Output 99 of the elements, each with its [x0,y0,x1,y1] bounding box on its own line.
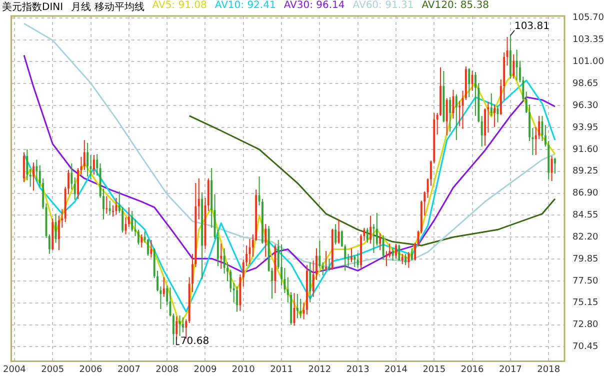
x-tick-label: 2014 [384,364,408,375]
candlestick [128,206,130,228]
annotation: 103.81 [514,21,550,32]
x-tick-label: 2015 [422,364,446,375]
candlestick [376,212,378,246]
x-tick-label: 2018 [537,364,560,375]
candlestick [516,49,518,81]
candlestick [325,250,327,272]
candlestick [334,224,337,246]
candlestick [322,262,324,276]
candlestick [512,54,515,80]
y-tick-label: 72.80 [572,320,599,330]
x-tick-label: 2017 [499,364,522,375]
candlestick [410,248,413,261]
candlestick [455,94,458,141]
candlestick [468,68,470,98]
y-tick-label: 77.50 [572,276,599,286]
candlestick [398,244,400,261]
candlestick [74,176,76,200]
candlestick [354,255,356,268]
x-tick-label: 2016 [460,364,484,375]
candlestick [140,234,143,248]
candlestick [480,115,483,148]
candlestick [32,162,34,191]
candlestick [162,276,165,298]
y-tick-label: 89.25 [572,166,598,177]
chart-title: 美元指数DINI [2,0,64,14]
candlestick [83,140,86,170]
candlestick [296,294,298,319]
x-tick-label: 2009 [194,364,217,375]
candlestick [494,104,496,128]
candlestick [48,234,50,254]
candlestick [401,253,404,265]
chart-subtitle: 月线 移动平均线 [71,0,144,14]
candlestick [392,248,394,261]
y-tick-label: 103.35 [572,35,604,46]
candlestick [23,152,25,183]
y-tick-label: 91.60 [572,144,599,155]
candlestick [70,162,73,190]
y-tick-label: 75.15 [572,298,598,308]
y-tick-label: 96.30 [572,100,599,111]
candlestick [471,70,474,92]
candlestick [86,142,89,177]
candlestick [449,96,451,132]
y-tick-label: 70.45 [572,342,598,352]
y-tick-label: 79.85 [572,254,598,264]
x-tick-label: 2010 [232,364,256,375]
candlestick [236,286,238,312]
candlestick [29,168,32,188]
y-tick-label: 86.90 [572,188,599,199]
candlestick [458,100,461,127]
annotation: 70.68 [180,336,210,348]
x-tick-label: 2006 [79,364,102,375]
y-tick-label: 93.95 [572,122,598,133]
text: AV5: 91.08 [152,0,207,13]
y-tick-label: 98.65 [572,78,598,89]
candlestick [379,232,382,251]
candlestick [92,154,95,176]
text: AV60: 91.31 [352,0,414,13]
y-tick-label: 105.70 [572,13,604,24]
candlestick [554,157,556,174]
candlestick [96,154,98,176]
y-tick-label: 82.20 [572,232,599,242]
x-tick-label: 2012 [308,364,332,375]
candlestick [370,215,372,244]
y-tick-label: 101.00 [572,57,604,68]
text: AV10: 92.41 [214,0,276,13]
text: AV120: 85.38 [422,0,490,13]
candlestick [309,262,312,303]
candlestick [264,224,267,258]
candlestick [220,243,222,270]
x-tick-label: 2013 [346,364,370,375]
candlestick [404,253,406,266]
x-tick-label: 2007 [117,364,140,375]
x-tick-label: 2011 [270,364,293,375]
candlestick [347,253,350,268]
y-tick-label: 84.55 [572,210,598,221]
x-tick-label: 2008 [156,364,179,375]
x-tick-label: 2004 [3,364,26,375]
candlestick [108,200,111,216]
candlestick [182,316,184,333]
candlestick [318,240,321,268]
text: AV30: 96.14 [284,0,345,13]
candlestick [414,242,416,261]
candlestick [356,252,359,268]
x-tick-label: 2005 [41,364,64,375]
candlestick [115,197,118,216]
candlestick [366,227,368,244]
candlestick [198,178,200,220]
candlestick [350,248,352,263]
candlestick [26,148,28,181]
candlestick [490,92,492,116]
candlestick [131,210,134,232]
candlestick [446,98,448,136]
candlestick [150,239,152,258]
candlestick [300,298,302,319]
candlestick [172,313,174,346]
candlestick [395,243,397,260]
candlestick [106,196,108,214]
